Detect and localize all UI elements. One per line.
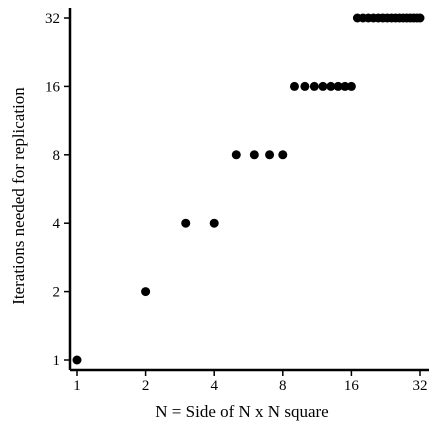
plot-area xyxy=(68,8,429,372)
data-point xyxy=(340,81,350,91)
y-tick-label: 8 xyxy=(53,148,61,164)
data-point xyxy=(300,81,310,91)
data-point xyxy=(309,81,319,91)
data-point xyxy=(346,81,356,91)
data-points xyxy=(72,13,425,365)
y-tick-label: 1 xyxy=(53,353,61,369)
y-tick-label: 16 xyxy=(45,79,61,95)
data-point xyxy=(278,150,288,160)
x-tick-label: 32 xyxy=(413,378,428,394)
data-point xyxy=(209,218,219,228)
data-point xyxy=(415,13,425,23)
x-tick-label: 1 xyxy=(73,378,81,394)
x-tick-label: 2 xyxy=(142,378,150,394)
data-point xyxy=(249,150,259,160)
x-ticks: 1 2 4 8 16 32 xyxy=(73,370,428,394)
y-axis-title: Iterations needed for replication xyxy=(9,87,28,305)
y-ticks: 1 2 4 8 16 32 xyxy=(45,11,70,369)
data-point xyxy=(141,287,151,297)
x-tick-label: 8 xyxy=(279,378,287,394)
x-tick-label: 16 xyxy=(344,378,360,394)
data-point xyxy=(181,218,191,228)
y-tick-label: 32 xyxy=(45,11,60,27)
data-point xyxy=(333,81,343,91)
data-point xyxy=(318,81,328,91)
y-tick-label: 4 xyxy=(53,216,61,232)
data-point xyxy=(231,150,241,160)
data-point xyxy=(326,81,336,91)
x-axis-title: N = Side of N x N square xyxy=(155,402,328,421)
y-tick-label: 2 xyxy=(53,285,61,301)
data-point xyxy=(265,150,275,160)
x-tick-label: 4 xyxy=(210,378,218,394)
data-point xyxy=(289,81,299,91)
data-point xyxy=(72,355,82,365)
